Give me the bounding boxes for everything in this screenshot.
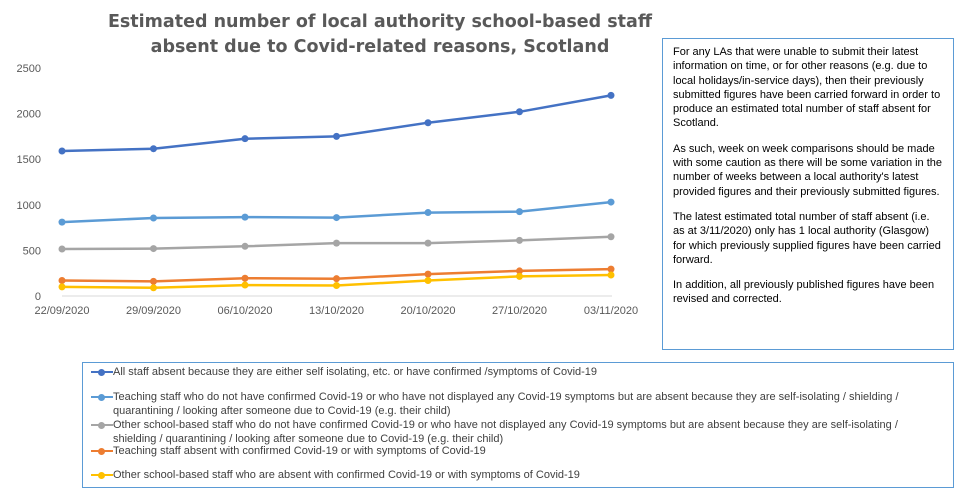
- y-tick-label: 0: [35, 291, 41, 303]
- legend-item-teaching-isolating: Teaching staff who do not have confirmed…: [91, 390, 933, 418]
- data-point: [150, 214, 157, 222]
- x-tick-label: 03/11/2020: [584, 305, 638, 317]
- y-tick-label: 2500: [17, 63, 41, 75]
- note-paragraph-3: The latest estimated total number of sta…: [673, 210, 941, 266]
- data-point: [424, 209, 432, 217]
- legend-swatch: [91, 468, 113, 482]
- legend: All staff absent because they are either…: [82, 362, 954, 488]
- series-line-1: [60, 94, 613, 153]
- y-tick-label: 1500: [17, 154, 41, 166]
- data-point: [333, 239, 340, 247]
- legend-item-other-confirmed: Other school-based staff who are absent …: [91, 468, 933, 482]
- legend-item-other-isolating: Other school-based staff who do not have…: [91, 418, 933, 446]
- data-point: [607, 265, 615, 273]
- data-point: [150, 277, 157, 285]
- x-tick-label: 13/10/2020: [309, 305, 364, 317]
- data-point: [607, 271, 615, 279]
- y-tick-label: 1000: [17, 200, 41, 212]
- chart-title: Estimated number of local authority scho…: [107, 12, 653, 57]
- data-point: [333, 275, 340, 283]
- data-point: [516, 236, 523, 244]
- data-point: [516, 208, 523, 216]
- legend-label: Teaching staff who do not have confirmed…: [113, 391, 899, 417]
- legend-label: All staff absent because they are either…: [113, 366, 598, 378]
- data-point: [58, 283, 66, 291]
- data-point: [241, 135, 249, 143]
- data-point: [241, 242, 249, 250]
- data-point: [607, 198, 615, 206]
- data-point: [424, 239, 432, 247]
- data-point: [607, 233, 615, 241]
- data-point: [333, 214, 340, 222]
- data-point: [58, 218, 66, 226]
- x-tick-label: 22/09/2020: [34, 305, 89, 317]
- note-paragraph-1: For any LAs that were unable to submit t…: [673, 46, 941, 130]
- x-tick-label: 06/10/2020: [217, 305, 272, 317]
- legend-swatch: [91, 444, 113, 458]
- data-point: [424, 270, 432, 278]
- data-point: [150, 245, 157, 253]
- data-point: [516, 267, 523, 275]
- legend-item-teaching-confirmed: Teaching staff absent with confirmed Cov…: [91, 444, 933, 458]
- legend-label: Other school-based staff who do not have…: [113, 419, 898, 445]
- data-point: [241, 281, 249, 289]
- data-point: [150, 145, 157, 153]
- data-point: [58, 147, 66, 155]
- y-tick-label: 500: [23, 245, 41, 257]
- data-point: [241, 213, 249, 221]
- legend-item-all-staff: All staff absent because they are either…: [91, 365, 933, 379]
- x-tick-label: 29/09/2020: [126, 305, 181, 317]
- data-point: [333, 132, 340, 140]
- data-point: [516, 272, 523, 280]
- legend-swatch: [91, 390, 113, 404]
- note-paragraph-4: In addition, all previously published fi…: [673, 279, 935, 306]
- legend-label: Other school-based staff who are absent …: [113, 469, 580, 481]
- data-point: [58, 245, 66, 253]
- data-point: [58, 276, 66, 284]
- note-box: For any LAs that were unable to submit t…: [662, 38, 954, 350]
- x-tick-label: 27/10/2020: [492, 305, 547, 317]
- data-point: [424, 276, 432, 284]
- y-tick-label: 2000: [17, 109, 41, 121]
- x-tick-label: 20/10/2020: [400, 305, 455, 317]
- note-paragraph-2: As such, week on week comparisons should…: [673, 142, 943, 198]
- data-point: [241, 274, 249, 282]
- data-point: [424, 119, 432, 127]
- legend-swatch: [91, 365, 113, 379]
- legend-swatch: [91, 418, 113, 432]
- data-point: [150, 284, 157, 292]
- data-point: [516, 108, 523, 116]
- legend-label: Teaching staff absent with confirmed Cov…: [113, 445, 486, 457]
- data-point: [333, 282, 340, 290]
- data-point: [607, 91, 615, 99]
